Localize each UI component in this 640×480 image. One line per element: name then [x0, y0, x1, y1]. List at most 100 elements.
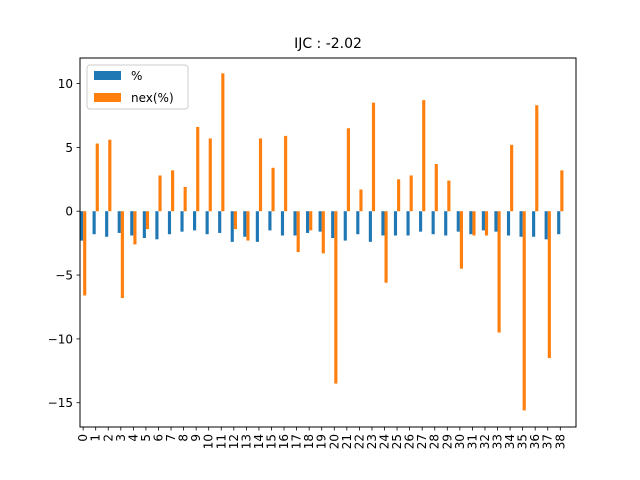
y-tick-label: 0 [65, 205, 73, 219]
bar-pct-3 [117, 211, 121, 233]
bar-nex-31 [472, 211, 476, 236]
plot-frame [79, 57, 577, 428]
bar-nex-11 [221, 73, 225, 212]
bar-nex-28 [434, 163, 438, 212]
bar-nex-22 [359, 189, 363, 212]
x-tick-label: 28 [428, 434, 442, 449]
bar-pct-8 [180, 211, 184, 232]
y-axis: −15 −10 −5 0 5 10 [48, 77, 80, 410]
bar-nex-12 [233, 211, 237, 230]
bar-pct-26 [406, 211, 410, 236]
bar-pct-38 [557, 211, 561, 235]
bar-pct-11 [218, 211, 222, 233]
x-tick-label: 24 [378, 434, 392, 449]
chart-title: IJC : -2.02 [294, 36, 362, 52]
bar-pct-7 [167, 211, 172, 235]
bar-nex-4 [133, 211, 137, 245]
bar-pct-30 [456, 211, 460, 232]
bar-pct-36 [532, 211, 536, 237]
x-tick-label: 7 [164, 434, 178, 442]
bar-nex-5 [145, 211, 150, 230]
bar-nex-35 [522, 211, 526, 411]
bar-nex-30 [459, 211, 463, 269]
bar-pct-35 [519, 211, 523, 237]
bar-pct-19 [318, 211, 322, 232]
bar-pct-15 [268, 211, 272, 231]
x-tick-label: 2 [101, 434, 115, 442]
bar-pct-18 [306, 211, 310, 233]
bar-pct-37 [544, 211, 548, 240]
x-tick-label: 16 [277, 434, 291, 449]
bar-pct-25 [393, 211, 398, 236]
bar-pct-12 [230, 211, 234, 242]
bar-pct-17 [293, 211, 297, 236]
x-tick-label: 15 [264, 434, 278, 449]
bar-pct-22 [356, 211, 360, 235]
bar-nex-15 [271, 167, 275, 212]
bar-nex-32 [484, 211, 489, 236]
bar-pct-13 [243, 211, 247, 237]
bar-nex-33 [497, 211, 501, 333]
legend-swatch-pct [94, 71, 121, 80]
bar-nex-27 [422, 100, 426, 212]
bar-nex-1 [95, 143, 99, 212]
x-tick-label: 27 [415, 434, 429, 449]
x-tick-label: 3 [114, 434, 128, 442]
x-tick-label: 22 [352, 434, 366, 449]
y-tick-label: −5 [55, 269, 73, 283]
x-tick-label: 38 [553, 434, 567, 449]
bar-pct-4 [130, 211, 134, 236]
bar-nex-36 [535, 105, 539, 212]
x-tick-label: 26 [403, 434, 417, 449]
x-tick-label: 1 [89, 434, 103, 442]
x-tick-label: 21 [340, 434, 354, 449]
bar-pct-5 [142, 211, 146, 239]
bar-nex-7 [171, 170, 175, 212]
x-tick-label: 11 [214, 434, 228, 449]
bar-nex-23 [371, 102, 376, 212]
bar-nex-19 [321, 211, 325, 254]
bar-nex-3 [120, 211, 124, 299]
bar-pct-34 [506, 211, 511, 236]
x-tick-label: 12 [227, 434, 241, 449]
x-tick-label: 32 [478, 434, 492, 449]
bar-pct-9 [193, 211, 197, 231]
bar-nex-38 [560, 170, 564, 212]
x-tick-label: 29 [440, 434, 454, 449]
bar-nex-0 [83, 211, 87, 296]
bar-pct-32 [481, 211, 485, 231]
bar-nex-34 [510, 144, 514, 212]
bar-pct-10 [205, 211, 209, 235]
bars-layer [80, 73, 564, 411]
bar-pct-28 [431, 211, 435, 235]
bar-nex-16 [284, 135, 288, 212]
x-tick-label: 14 [252, 434, 266, 449]
y-tick-label: 10 [58, 77, 73, 91]
bar-nex-6 [158, 175, 162, 212]
bar-pct-33 [494, 211, 498, 232]
bar-pct-31 [469, 211, 473, 235]
bar-nex-10 [208, 138, 212, 212]
x-tick-label: 36 [528, 434, 542, 449]
bar-pct-20 [331, 211, 335, 239]
bar-pct-24 [381, 211, 385, 236]
legend-swatch-nex [94, 93, 121, 102]
bar-pct-14 [255, 211, 259, 242]
bar-nex-25 [397, 179, 401, 212]
bar-nex-37 [547, 211, 551, 359]
bar-nex-24 [384, 211, 388, 283]
x-axis: 0123456789101112131415161718192021222324… [76, 427, 567, 449]
bar-nex-14 [258, 138, 263, 212]
x-tick-label: 30 [453, 434, 467, 449]
x-tick-label: 6 [151, 434, 165, 442]
y-tick-label: 5 [65, 141, 73, 155]
bar-nex-13 [246, 211, 250, 241]
bar-nex-20 [334, 211, 338, 384]
bar-pct-21 [343, 211, 347, 241]
y-tick-label: −10 [48, 332, 73, 346]
legend-label-nex: nex(%) [131, 91, 174, 105]
bar-pct-2 [105, 211, 109, 237]
x-tick-label: 23 [365, 434, 379, 449]
x-tick-label: 34 [503, 434, 517, 449]
